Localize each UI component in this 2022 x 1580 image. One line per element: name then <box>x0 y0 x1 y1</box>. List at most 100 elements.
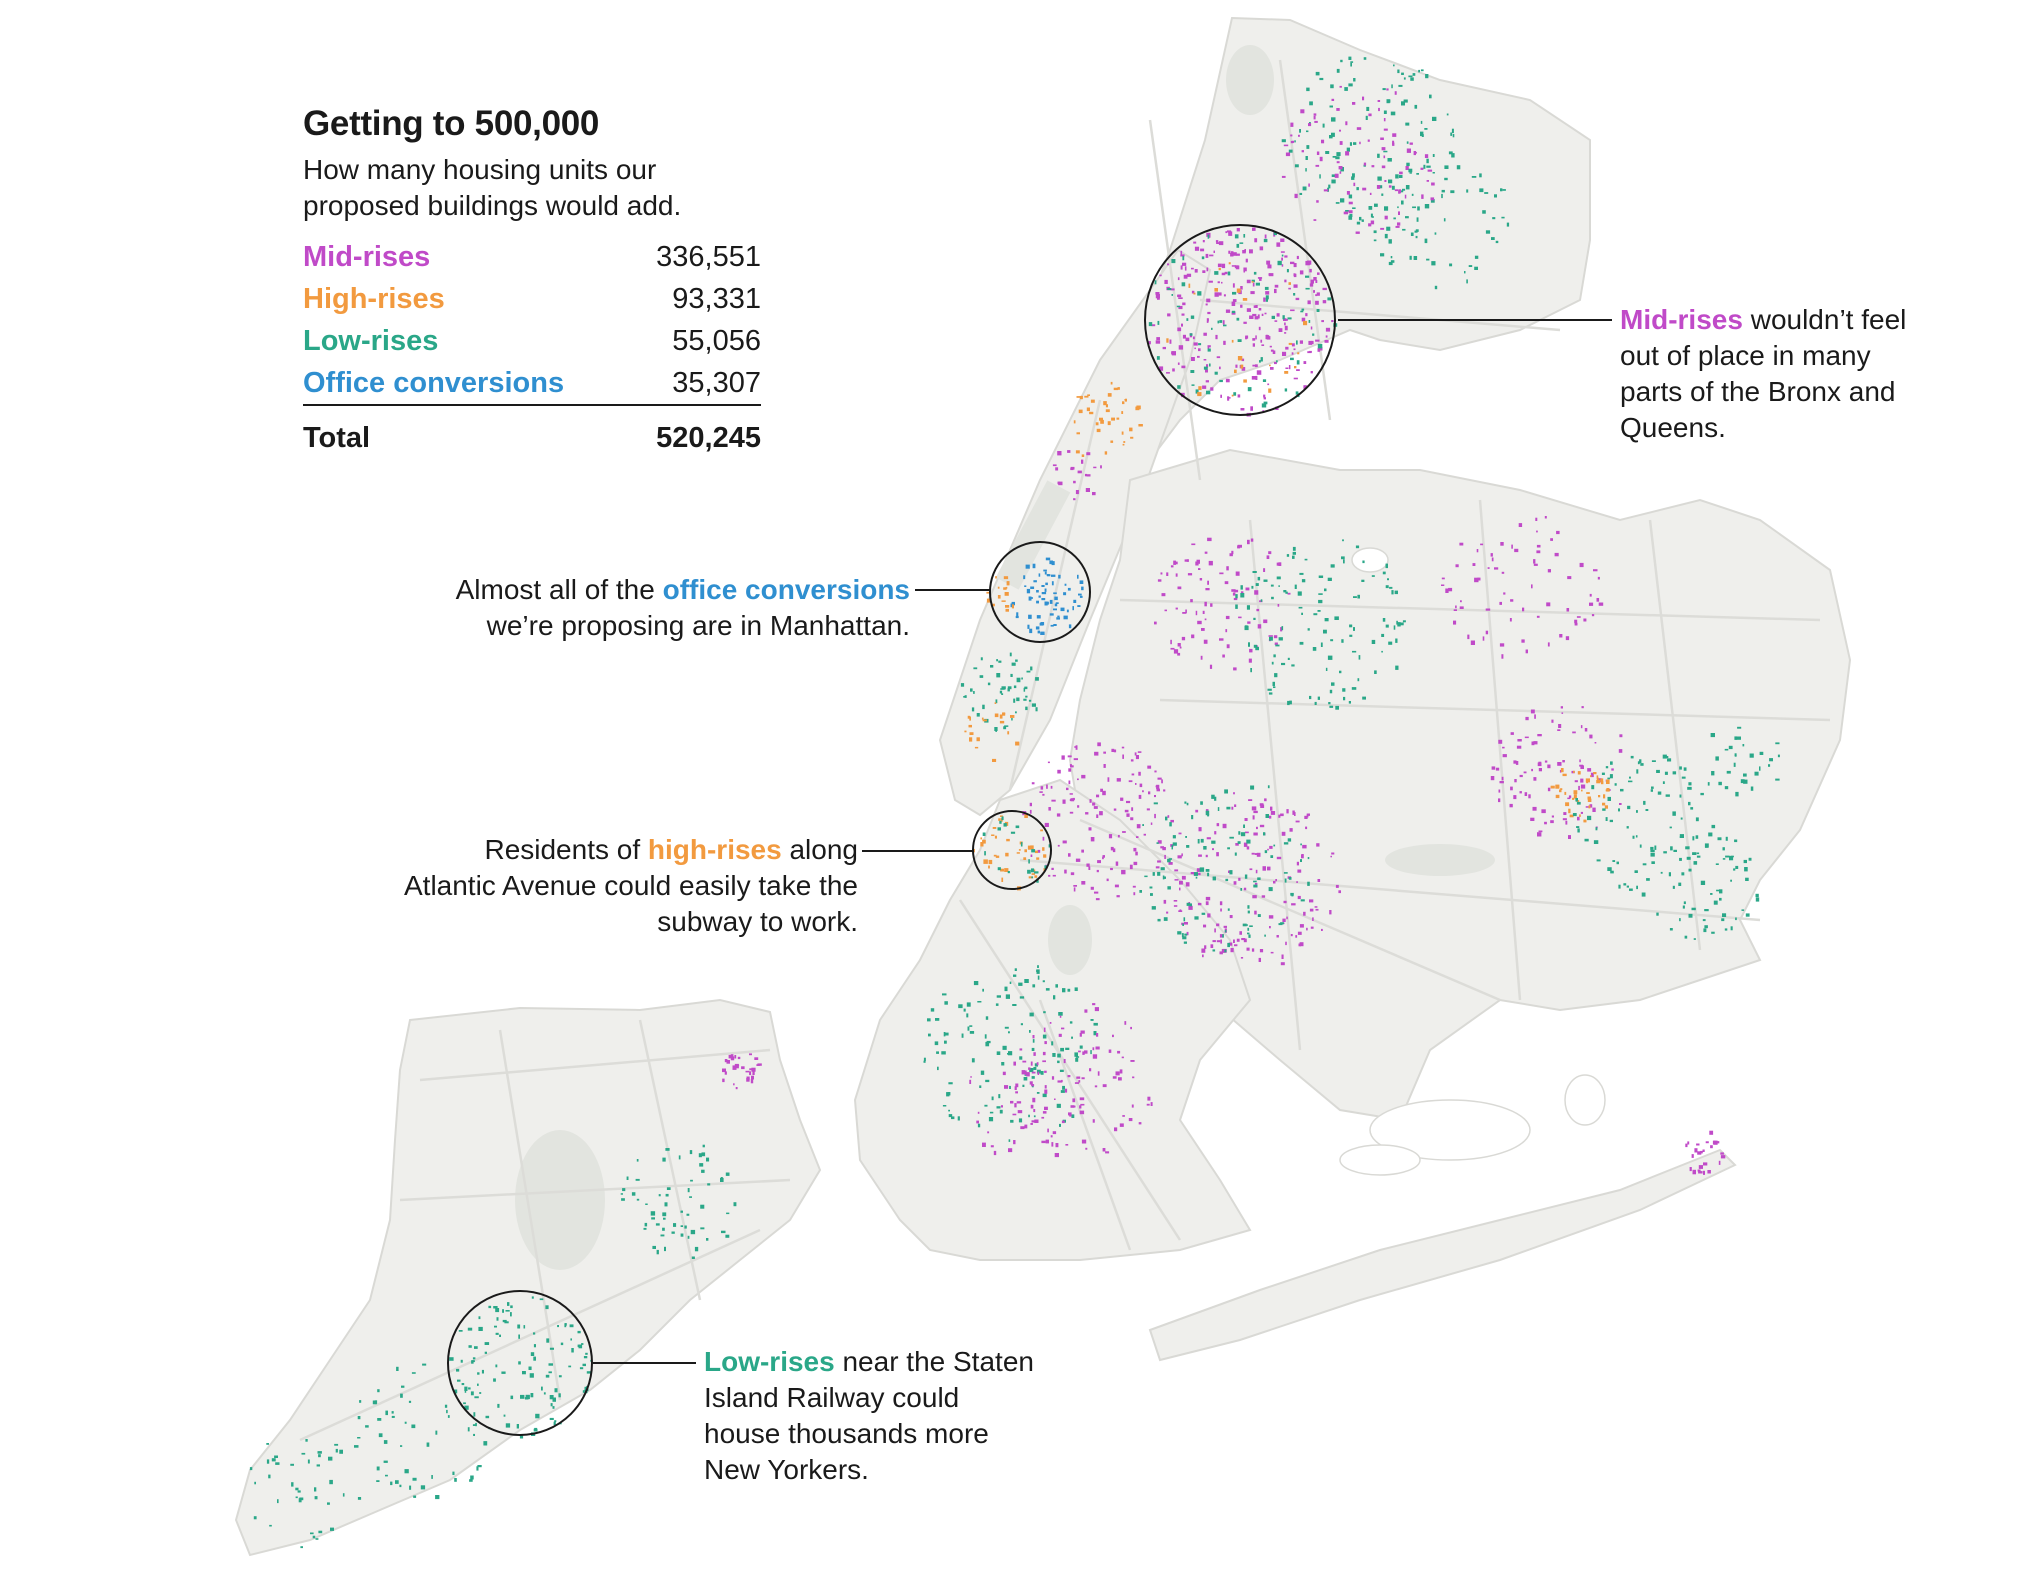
building-dot <box>1304 558 1308 561</box>
building-dot <box>1182 612 1187 614</box>
building-dot <box>1238 831 1241 835</box>
building-dot <box>1240 591 1244 594</box>
building-dot <box>1284 255 1288 258</box>
building-dot <box>1355 231 1360 234</box>
building-dot <box>1449 263 1453 267</box>
building-dot <box>1282 351 1287 356</box>
building-dot <box>1533 563 1538 566</box>
building-dot <box>1301 150 1304 153</box>
building-dot <box>1170 565 1174 568</box>
building-dot <box>1184 922 1188 925</box>
building-dot <box>1236 288 1241 293</box>
building-dot <box>1259 277 1262 281</box>
building-dot <box>1348 201 1353 205</box>
building-dot <box>1191 634 1195 639</box>
building-dot <box>1235 571 1240 576</box>
building-dot <box>335 1448 338 1453</box>
building-dot <box>1115 861 1119 866</box>
building-dot <box>1409 142 1413 145</box>
building-dot <box>1288 877 1292 880</box>
building-dot <box>1273 231 1277 236</box>
building-dot <box>1665 794 1670 797</box>
building-dot <box>680 1233 684 1237</box>
building-dot <box>1656 769 1660 773</box>
building-dot <box>1081 1077 1085 1080</box>
building-dot <box>1687 1141 1690 1145</box>
building-dot <box>1204 945 1207 949</box>
building-dot <box>1078 593 1082 596</box>
building-dot <box>1414 104 1418 109</box>
building-dot <box>1081 881 1086 885</box>
building-dot <box>1401 72 1404 75</box>
building-dot <box>560 1342 564 1346</box>
building-dot <box>1064 583 1067 586</box>
building-dot <box>1194 269 1198 273</box>
building-dot <box>1197 392 1202 397</box>
building-dot <box>1016 612 1019 617</box>
building-dot <box>1280 962 1285 966</box>
building-dot <box>1291 894 1294 897</box>
building-dot <box>577 1330 581 1334</box>
building-dot <box>1037 630 1040 634</box>
building-dot <box>1555 784 1560 789</box>
building-dot <box>1719 889 1723 894</box>
building-dot <box>1641 892 1646 897</box>
building-dot <box>1038 573 1041 577</box>
building-dot <box>1325 327 1331 332</box>
building-dot <box>1405 216 1409 219</box>
building-dot <box>1207 348 1211 352</box>
building-dot <box>1233 392 1237 396</box>
building-dot <box>1551 719 1554 723</box>
building-dot <box>1124 399 1126 401</box>
building-dot <box>582 1363 586 1367</box>
building-dot <box>1614 783 1617 786</box>
building-dot <box>1558 724 1562 728</box>
building-dot <box>1373 239 1377 242</box>
building-dot <box>1116 778 1121 782</box>
building-dot <box>1704 909 1709 912</box>
building-dot <box>1629 776 1631 779</box>
building-dot <box>1110 381 1113 385</box>
building-dot <box>1669 928 1673 931</box>
building-dot <box>1215 334 1218 340</box>
building-dot <box>1572 731 1576 734</box>
legend: Getting to 500,000 How many housing unit… <box>303 104 761 459</box>
building-dot <box>1030 1104 1034 1109</box>
building-dot <box>1174 869 1179 872</box>
building-dot <box>960 683 965 687</box>
building-dot <box>1623 883 1627 886</box>
building-dot <box>631 1192 636 1196</box>
building-dot <box>1294 366 1297 369</box>
building-dot <box>1100 465 1102 469</box>
building-dot <box>1390 256 1393 259</box>
building-dot <box>1578 785 1580 791</box>
building-dot <box>1126 800 1131 804</box>
building-dot <box>1604 805 1608 809</box>
building-dot <box>1309 899 1314 903</box>
building-dot <box>726 1212 730 1215</box>
callout-circle-staten <box>447 1290 593 1436</box>
building-dot <box>946 1092 950 1097</box>
building-dot <box>1066 787 1069 791</box>
building-dot <box>1297 895 1301 900</box>
building-dot <box>680 1225 683 1227</box>
building-dot <box>1024 849 1027 853</box>
building-dot <box>1426 180 1429 182</box>
building-dot <box>1406 141 1409 144</box>
building-dot <box>435 1495 440 1500</box>
building-dot <box>1237 841 1241 844</box>
building-dot <box>1053 995 1056 1000</box>
building-dot <box>664 1246 666 1252</box>
road <box>1648 519 1702 951</box>
building-dot <box>1293 263 1297 268</box>
building-dot <box>456 1368 460 1372</box>
building-dot <box>1323 189 1329 192</box>
building-dot <box>1088 827 1092 831</box>
building-dot <box>746 1076 750 1080</box>
building-dot <box>1049 613 1054 616</box>
building-dot <box>1283 318 1287 321</box>
building-dot <box>1171 294 1173 296</box>
building-dot <box>1235 604 1238 609</box>
building-dot <box>1521 639 1525 643</box>
building-dot <box>1232 283 1235 288</box>
